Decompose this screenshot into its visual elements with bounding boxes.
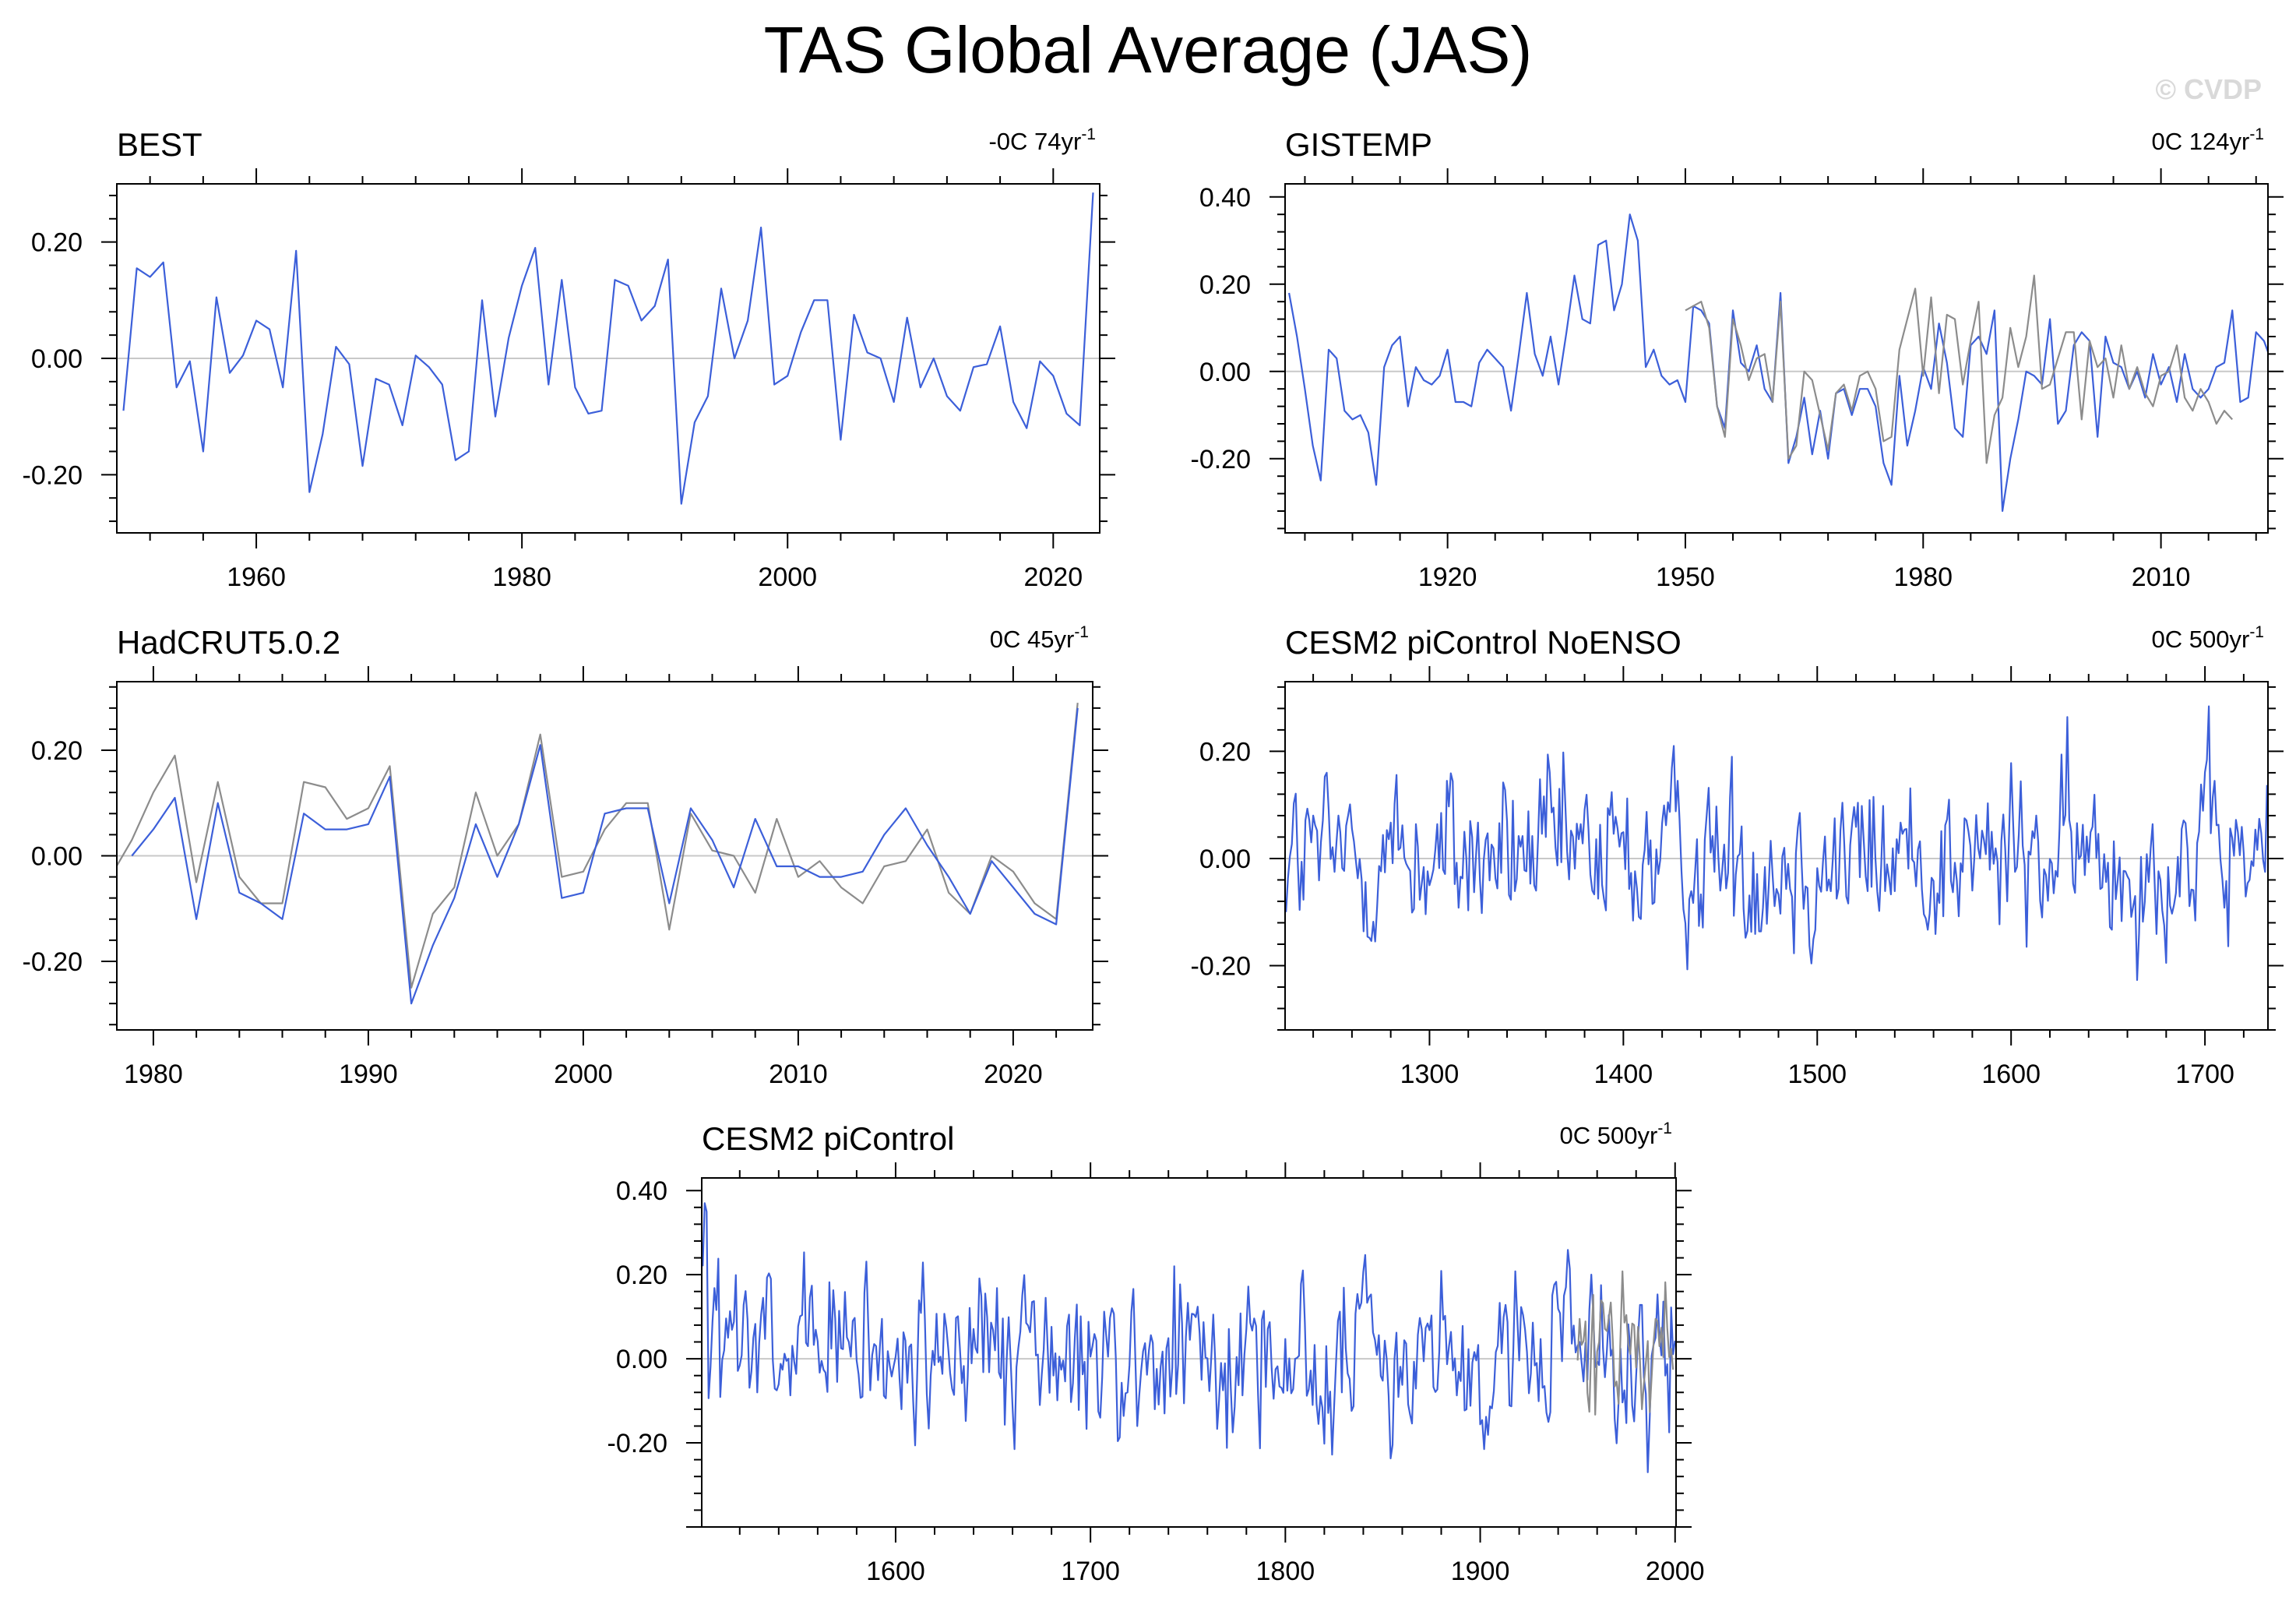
- panel-title: HadCRUT5.0.2: [117, 624, 340, 661]
- x-tick-label: 2000: [758, 562, 817, 592]
- trend-exponent: -1: [1081, 125, 1096, 143]
- y-tick-label: 0.00: [1199, 358, 1251, 387]
- y-tick-label: -0.20: [607, 1429, 668, 1458]
- trend-value: 0C 500yr: [2152, 626, 2250, 653]
- trend-value: 0C 124yr: [2152, 128, 2250, 155]
- plot-frame: [1284, 183, 2269, 534]
- trend-exponent: -1: [2249, 125, 2264, 143]
- x-tick-label: 2010: [769, 1060, 828, 1089]
- trend-exponent: -1: [1657, 1120, 1672, 1137]
- plot-frame: [1284, 681, 2269, 1031]
- y-tick-label: 0.20: [616, 1261, 667, 1290]
- trend-exponent: -1: [2249, 623, 2264, 641]
- panel-2: 1920 1950 1980 2010 -0.20 0.00 0.20 0.40 GISTEMP…: [1191, 125, 2284, 592]
- panel-5: 1600 1700 1800 1900 2000 -0.20 0.00 0.20 0.40 CES…: [607, 1120, 1705, 1586]
- x-tick-label: 2000: [554, 1060, 613, 1089]
- trend-annotation: 0C 500yr-1: [1560, 1120, 1672, 1149]
- series-line-1: [702, 1202, 1676, 1473]
- panel-3: 1980 1990 2000 2010 2020 -0.20 0.00 0.20 HadCRUT…: [23, 623, 1108, 1089]
- x-tick-label: 1600: [866, 1557, 925, 1586]
- trend-value: 0C 45yr: [990, 626, 1075, 653]
- x-tick-label: 2020: [984, 1060, 1043, 1089]
- y-tick-label: 0.40: [1199, 183, 1251, 213]
- x-tick-label: 1900: [1451, 1557, 1510, 1586]
- trend-value: -0C 74yr: [988, 128, 1081, 155]
- series-line-2: [131, 707, 1079, 1005]
- x-tick-label: 2010: [2132, 562, 2191, 592]
- panel-title: CESM2 piControl NoENSO: [1285, 624, 1682, 661]
- y-tick-label: 0.00: [1199, 845, 1251, 874]
- x-tick-label: 1980: [492, 562, 551, 592]
- x-tick-label: 1300: [1400, 1060, 1460, 1089]
- y-tick-label: 0.00: [31, 344, 83, 374]
- x-tick-label: 1800: [1256, 1557, 1315, 1586]
- series-line-1: [122, 192, 1094, 505]
- trend-value: 0C 500yr: [1560, 1122, 1658, 1149]
- x-tick-label: 1960: [227, 562, 286, 592]
- panel-4: 1300 1400 1500 1600 1700 -0.20 0.00 0.20 CESM2 p…: [1191, 623, 2284, 1089]
- trend-annotation: -0C 74yr-1: [988, 125, 1096, 155]
- trend-annotation: 0C 500yr-1: [2152, 623, 2264, 653]
- x-tick-label: 1700: [1061, 1557, 1120, 1586]
- y-tick-label: -0.20: [1191, 445, 1252, 474]
- copyright-watermark: © CVDP: [2155, 73, 2262, 105]
- series-line-1: [1288, 213, 2268, 513]
- series-line-1: [117, 702, 1079, 989]
- x-tick-label: 1990: [339, 1060, 398, 1089]
- x-tick-label: 2000: [1646, 1557, 1705, 1586]
- plot-frame: [701, 1177, 1677, 1528]
- y-tick-label: 0.20: [1199, 270, 1251, 300]
- panel-1: 1960 1980 2000 2020 -0.20 0.00 0.20 BEST -0C 74y…: [23, 125, 1115, 592]
- panel-title: CESM2 piControl: [702, 1120, 954, 1157]
- x-tick-label: 2020: [1023, 562, 1083, 592]
- x-tick-label: 1400: [1594, 1060, 1653, 1089]
- y-tick-label: 0.20: [31, 228, 83, 258]
- y-tick-label: -0.20: [1191, 951, 1252, 981]
- figure-title: TAS Global Average (JAS): [763, 13, 1533, 86]
- series-line-2: [1576, 1270, 1674, 1416]
- panel-title: GISTEMP: [1285, 126, 1432, 163]
- panel-title: BEST: [117, 126, 202, 163]
- x-tick-label: 1700: [2175, 1060, 2234, 1089]
- y-tick-label: 0.40: [616, 1176, 667, 1206]
- x-tick-label: 1920: [1418, 562, 1477, 592]
- series-line-2: [1685, 274, 2234, 464]
- trend-annotation: 0C 45yr-1: [990, 623, 1089, 653]
- y-tick-label: -0.20: [23, 460, 83, 490]
- y-tick-label: 0.00: [616, 1345, 667, 1374]
- x-tick-label: 1500: [1787, 1060, 1847, 1089]
- x-tick-label: 1980: [124, 1060, 183, 1089]
- x-tick-label: 1980: [1893, 562, 1953, 592]
- y-tick-label: 0.00: [31, 842, 83, 872]
- y-tick-label: 0.20: [1199, 737, 1251, 767]
- x-tick-label: 1950: [1656, 562, 1715, 592]
- y-tick-label: -0.20: [23, 947, 83, 977]
- trend-exponent: -1: [1074, 623, 1089, 641]
- trend-annotation: 0C 124yr-1: [2152, 125, 2264, 155]
- x-tick-label: 1600: [1981, 1060, 2041, 1089]
- series-line-1: [1285, 705, 2268, 982]
- y-tick-label: 0.20: [31, 736, 83, 766]
